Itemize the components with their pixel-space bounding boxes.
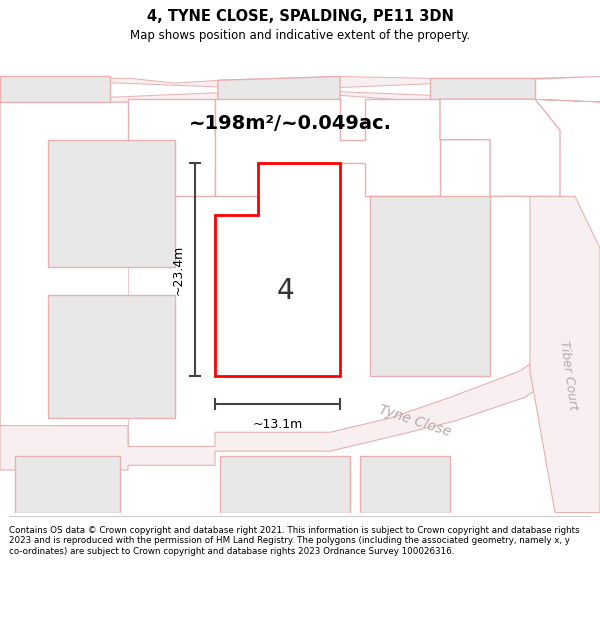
Polygon shape [440, 99, 560, 196]
Polygon shape [218, 76, 340, 128]
Text: Contains OS data © Crown copyright and database right 2021. This information is : Contains OS data © Crown copyright and d… [9, 526, 580, 556]
Polygon shape [215, 99, 440, 196]
Polygon shape [0, 102, 128, 446]
Polygon shape [220, 456, 350, 512]
Polygon shape [0, 319, 600, 470]
Polygon shape [48, 296, 175, 418]
Polygon shape [0, 76, 600, 105]
Text: ~198m²/~0.049ac.: ~198m²/~0.049ac. [188, 114, 392, 133]
Text: Map shows position and indicative extent of the property.: Map shows position and indicative extent… [130, 29, 470, 42]
Text: ~13.1m: ~13.1m [253, 418, 302, 431]
Polygon shape [370, 196, 490, 376]
Polygon shape [0, 76, 110, 102]
Text: ~23.4m: ~23.4m [172, 244, 185, 294]
Polygon shape [530, 196, 600, 512]
Text: 4: 4 [276, 277, 294, 305]
Text: 4, TYNE CLOSE, SPALDING, PE11 3DN: 4, TYNE CLOSE, SPALDING, PE11 3DN [146, 9, 454, 24]
Polygon shape [360, 456, 450, 512]
Text: Tyne Close: Tyne Close [377, 402, 453, 439]
Polygon shape [430, 78, 535, 135]
Text: Tiber Court: Tiber Court [557, 340, 580, 411]
Polygon shape [48, 140, 175, 267]
Polygon shape [128, 99, 260, 196]
Polygon shape [215, 163, 340, 376]
Polygon shape [15, 456, 120, 512]
